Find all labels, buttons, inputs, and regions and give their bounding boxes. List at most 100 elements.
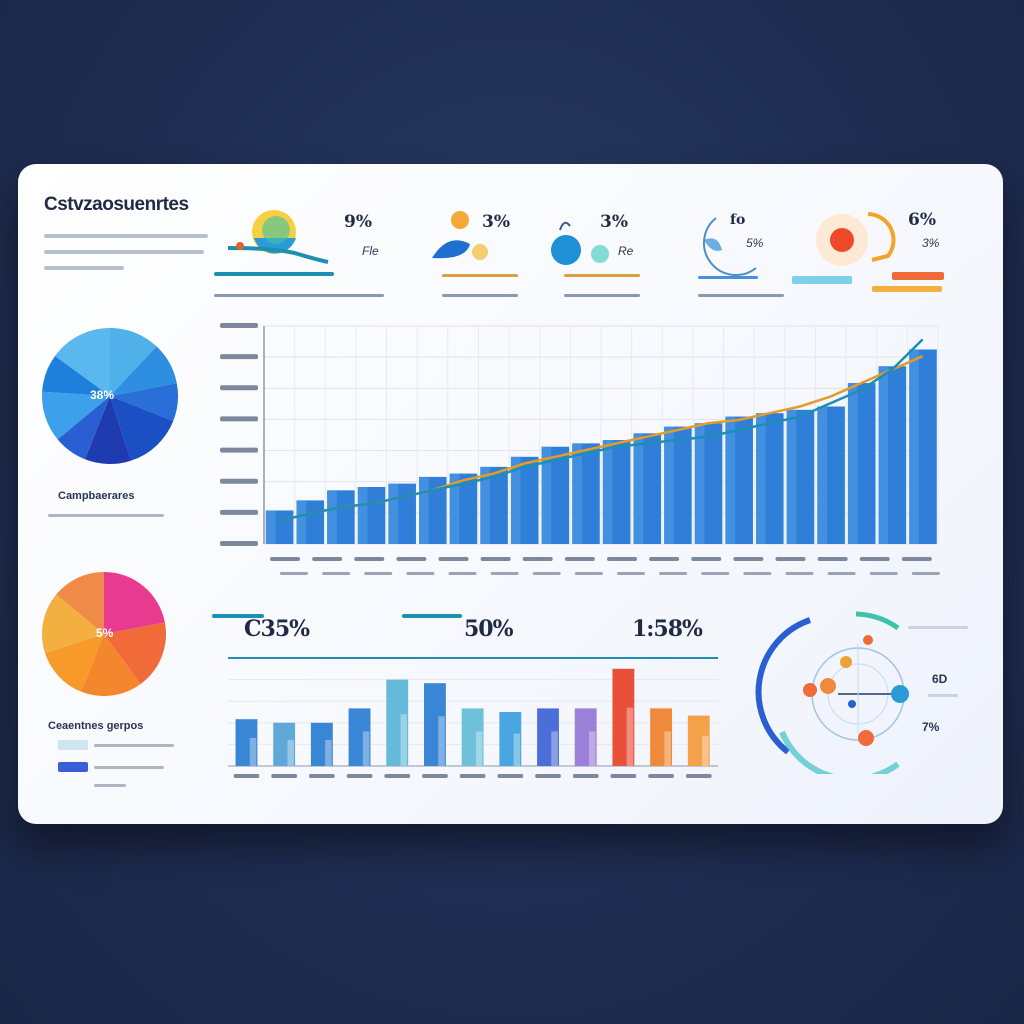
stat-1-bar	[212, 614, 264, 618]
bar-highlight	[249, 737, 257, 766]
bar	[235, 719, 258, 766]
bar-highlight	[475, 731, 483, 766]
x-tick-label	[901, 557, 932, 561]
pie-slice	[104, 622, 166, 685]
legend-line	[48, 514, 164, 517]
bar-highlight	[878, 366, 889, 544]
kpi-5-icon	[816, 212, 896, 266]
bar-highlight	[664, 731, 671, 766]
x-tick-label	[448, 572, 477, 575]
kpi-5-value: 6%	[908, 210, 936, 230]
dashboard-card: Cstvzaosuenrtes 9% Fle 3%	[18, 164, 1003, 824]
subtitle-line	[44, 234, 208, 238]
bar-highlight	[513, 733, 521, 766]
radial-gauge[interactable]	[738, 604, 928, 774]
legend-line	[94, 766, 164, 769]
bar-highlight	[602, 440, 613, 544]
bar-highlight	[541, 446, 552, 544]
x-tick-label	[607, 557, 637, 561]
radial-value-1: 6D	[932, 672, 948, 686]
kpi-1-icon	[227, 210, 329, 264]
y-tick-label	[220, 354, 258, 360]
pie-slice	[110, 383, 178, 422]
x-tick-label	[406, 572, 435, 575]
kpi-5-bar-2	[892, 272, 944, 280]
legend-line	[928, 694, 958, 697]
x-tick-label	[574, 572, 603, 575]
legend-line	[94, 744, 174, 747]
x-tick-label	[610, 774, 637, 778]
x-tick-label	[354, 557, 385, 561]
x-tick-label	[422, 774, 448, 778]
bar-highlight	[694, 423, 705, 544]
stat-2-value: 50%	[464, 616, 514, 642]
bar-highlight	[265, 510, 276, 544]
bar-highlight	[357, 486, 368, 544]
kpi-3-sub: Re	[618, 244, 634, 258]
x-tick-label	[911, 572, 940, 575]
bar	[310, 722, 333, 766]
x-tick-label	[233, 774, 260, 778]
pie-slice	[84, 396, 132, 464]
y-tick-label	[220, 509, 258, 515]
kpi-5-sub: 3%	[922, 236, 940, 250]
x-tick-label	[535, 774, 561, 778]
bar-highlight	[847, 383, 858, 544]
x-tick-label	[701, 572, 730, 575]
x-tick-label	[438, 557, 469, 561]
kpi-4-line	[698, 294, 784, 297]
x-tick-label	[364, 572, 393, 575]
bar-highlight	[633, 433, 644, 544]
x-tick-label	[271, 774, 298, 778]
kpi-4-bar	[698, 276, 758, 279]
x-tick-label	[733, 557, 764, 561]
kpi-5-bar	[792, 276, 852, 284]
bar-highlight	[588, 731, 596, 766]
x-tick-label	[827, 572, 856, 575]
bar-highlight	[786, 409, 797, 544]
kpi-3-line	[564, 294, 640, 297]
pie-slice	[110, 396, 174, 461]
subtitle-line	[44, 250, 204, 254]
x-tick-label	[308, 774, 335, 778]
bar-highlight	[664, 426, 674, 544]
pie-slice	[104, 572, 165, 634]
subtitle-line	[44, 266, 124, 270]
bottom-bar-chart[interactable]	[218, 644, 728, 784]
x-tick-label	[685, 774, 712, 778]
x-tick-label	[490, 572, 519, 575]
kpi-2-icon	[432, 211, 488, 260]
bar	[537, 708, 559, 766]
x-tick-label	[270, 557, 300, 561]
bar-highlight	[725, 416, 736, 544]
bar-highlight	[325, 740, 332, 766]
pie-chart-blue[interactable]	[40, 322, 180, 470]
bar	[687, 715, 710, 766]
dashboard-title: Cstvzaosuenrtes	[44, 194, 189, 215]
bar-highlight	[400, 714, 408, 766]
x-tick-label	[280, 572, 308, 575]
bar-highlight	[327, 490, 337, 544]
x-tick-label	[396, 557, 427, 561]
x-tick-label	[322, 572, 351, 575]
pie-slice	[81, 634, 141, 696]
pie-chart-warm[interactable]	[40, 564, 170, 704]
bar	[348, 708, 371, 766]
bar	[612, 668, 635, 766]
stat-3-value: 1:58%	[632, 616, 703, 642]
bar	[386, 679, 409, 766]
x-tick-label	[312, 557, 343, 561]
stat-2-bar	[402, 614, 462, 618]
x-tick-label	[785, 572, 814, 575]
legend-line	[94, 784, 126, 787]
pie-slice	[110, 328, 157, 396]
x-tick-label	[572, 774, 599, 778]
pie-slice	[110, 346, 177, 396]
kpi-2-bar	[442, 274, 518, 277]
main-bar-line-chart[interactable]	[198, 314, 948, 584]
x-tick-label	[659, 572, 688, 575]
bar-highlight	[510, 456, 521, 544]
series-line-teal	[279, 338, 924, 522]
pie-warm-label: 5%	[96, 626, 114, 640]
bar-highlight	[287, 740, 294, 766]
